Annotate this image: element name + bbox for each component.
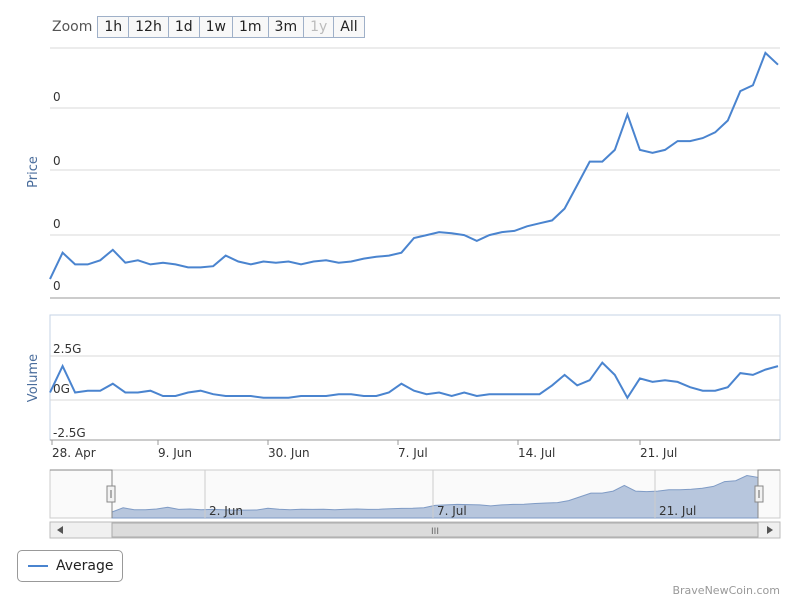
zoom-button-1m[interactable]: 1m xyxy=(231,16,269,38)
zoom-bar: Zoom 1h 12h 1d 1w 1m 3m 1y All xyxy=(52,16,365,38)
legend-average[interactable]: Average xyxy=(17,550,123,582)
volume-series-line-average xyxy=(49,361,779,400)
x-axis: 28. Apr 9. Jun 30. Jun 7. Jul 14. Jul 21. Jul xyxy=(50,439,780,460)
x-tick-label: 14. Jul xyxy=(518,446,555,460)
volume-panel-border xyxy=(49,314,781,441)
x-tick-label: 30. Jun xyxy=(268,446,310,460)
zoom-buttons: 1h 12h 1d 1w 1m 3m 1y All xyxy=(97,16,365,38)
x-tick-label: 7. Jul xyxy=(398,446,428,460)
volume-axis-label: Volume xyxy=(26,354,41,402)
x-tick-label: 9. Jun xyxy=(158,446,192,460)
navigator-tick-label: 2. Jun xyxy=(209,504,243,518)
scroll-left-arrow-icon[interactable] xyxy=(57,526,63,534)
zoom-button-1w[interactable]: 1w xyxy=(198,16,233,38)
navigator-area xyxy=(111,474,759,519)
price-volume-chart: 0 0 0 0 Price 2.5G 0G -2.5G Volume 28. Apr 9. Ju… xyxy=(26,47,781,539)
zoom-button-1y[interactable]: 1y xyxy=(303,16,335,38)
price-y-tick-label: 0 xyxy=(53,154,61,168)
credit-text[interactable]: BraveNewCoin.com xyxy=(672,584,780,597)
zoom-button-12h[interactable]: 12h xyxy=(128,16,169,38)
legend-label: Average xyxy=(56,558,114,574)
price-axis-label: Price xyxy=(26,156,41,188)
zoom-button-All[interactable]: All xyxy=(333,16,365,38)
price-panel: 0 0 0 0 Price xyxy=(26,51,779,293)
navigator-tick-label: 21. Jul xyxy=(659,504,696,518)
scrollbar-thumb[interactable] xyxy=(111,522,759,538)
price-y-tick-label: 0 xyxy=(53,217,61,231)
zoom-button-3m[interactable]: 3m xyxy=(267,16,305,38)
scrollbar-grip-icon: III xyxy=(431,527,439,537)
zoom-label: Zoom xyxy=(52,19,93,35)
price-y-tick-label: 0 xyxy=(53,90,61,104)
volume-y-tick-label: 2.5G xyxy=(53,342,81,356)
navigator[interactable]: 2. Jun 7. Jul 21. Jul III xyxy=(49,469,781,539)
x-tick-label: 21. Jul xyxy=(640,446,677,460)
price-y-tick-label: 0 xyxy=(53,279,61,293)
legend-line-icon xyxy=(28,565,48,567)
scroll-right-arrow-icon[interactable] xyxy=(767,526,773,534)
volume-y-tick-label: -2.5G xyxy=(53,426,86,440)
volume-panel: 2.5G 0G -2.5G Volume xyxy=(26,342,779,440)
price-series-line-average xyxy=(49,51,779,280)
navigator-tick-label: 7. Jul xyxy=(437,504,467,518)
zoom-button-1h[interactable]: 1h xyxy=(97,16,130,38)
volume-y-tick-label: 0G xyxy=(53,382,70,396)
zoom-button-1d[interactable]: 1d xyxy=(167,16,200,38)
x-tick-label: 28. Apr xyxy=(52,446,96,460)
